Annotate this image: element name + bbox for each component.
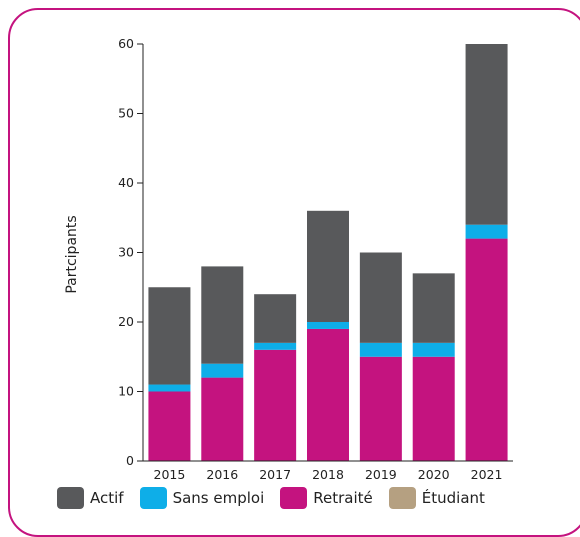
bar-sans-emploi-2016 [201,363,244,378]
bar-sans-emploi-2020 [412,342,455,357]
y-tick-label: 40 [118,175,134,190]
legend-item-sans-emploi: Sans emploi [139,487,265,509]
bar-actif-2018 [307,210,349,322]
bar-retrait--2015 [148,391,191,461]
x-tick-label: 2019 [365,467,397,482]
x-tick-label: 2020 [418,467,450,482]
bar-actif-2017 [254,294,297,343]
bar-actif-2021 [465,44,508,225]
legend-swatch-actif [57,487,84,509]
bar-actif-2020 [412,273,455,343]
legend-label-actif: Actif [90,489,124,507]
bar-retrait--2016 [201,377,244,461]
bar-sans-emploi-2018 [307,322,349,329]
legend-label-sans-emploi: Sans emploi [172,489,265,507]
legend-item-etudiant: Étudiant [388,487,485,509]
y-tick-label: 50 [118,106,134,121]
bar-retrait--2018 [307,328,349,461]
bar-sans-emploi-2015 [148,384,191,392]
bar-actif-2015 [148,287,191,385]
x-tick-label: 2015 [154,467,186,482]
bar-actif-2019 [359,252,402,343]
y-tick-label: 30 [118,245,134,260]
legend-label-etudiant: Étudiant [421,489,485,507]
y-tick-label: 20 [118,314,134,329]
x-tick-label: 2016 [206,467,238,482]
legend: Actif Sans emploi Retraité Étudiant [57,487,501,509]
legend-item-retraite: Retraité [280,487,373,509]
legend-item-actif: Actif [57,487,124,509]
y-axis-label: Partcipants [64,215,80,293]
bar-actif-2016 [201,266,244,364]
x-tick-label: 2018 [312,467,344,482]
bar-retrait--2020 [412,356,455,461]
legend-label-retraite: Retraité [313,489,373,507]
legend-swatch-sans-emploi [139,487,167,509]
y-tick-label: 0 [126,453,134,468]
y-tick-label: 10 [118,384,134,399]
y-tick-label: 60 [118,36,134,51]
legend-swatch-retraite [280,487,308,509]
bar-sans-emploi-2017 [254,342,297,350]
bar-retrait--2019 [359,356,402,461]
bar-sans-emploi-2021 [465,224,508,239]
bar-retrait--2021 [465,238,508,461]
x-tick-label: 2021 [471,467,503,482]
x-tick-label: 2017 [259,467,291,482]
legend-swatch-etudiant [388,487,416,509]
bar-sans-emploi-2019 [359,342,402,357]
bar-retrait--2017 [254,349,297,461]
